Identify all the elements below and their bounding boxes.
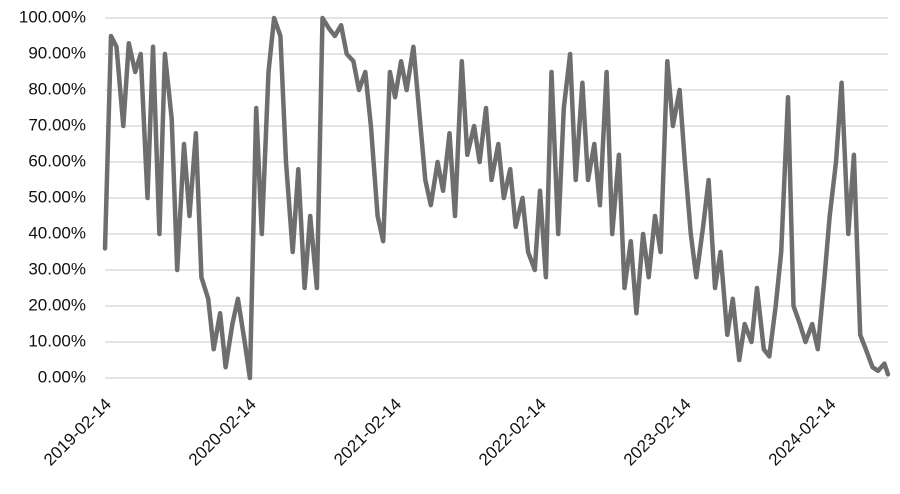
y-tick-label: 50.00%: [28, 187, 86, 206]
y-tick-label: 10.00%: [28, 331, 86, 350]
x-tick-label: 2022-02-14: [475, 395, 550, 470]
y-tick-label: 100.00%: [19, 7, 86, 26]
y-tick-label: 20.00%: [28, 295, 86, 314]
y-tick-label: 40.00%: [28, 223, 86, 242]
y-tick-label: 80.00%: [28, 79, 86, 98]
y-tick-label: 60.00%: [28, 151, 86, 170]
x-tick-label: 2023-02-14: [620, 395, 695, 470]
y-tick-label: 30.00%: [28, 259, 86, 278]
x-tick-label: 2024-02-14: [765, 395, 840, 470]
y-tick-label: 70.00%: [28, 115, 86, 134]
x-tick-label: 2020-02-14: [185, 395, 260, 470]
series-line: [102, 15, 891, 381]
y-tick-label: 90.00%: [28, 43, 86, 62]
x-tick-label: 2019-02-14: [40, 395, 115, 470]
y-tick-label: 0.00%: [38, 367, 86, 386]
x-tick-label: 2021-02-14: [330, 395, 405, 470]
